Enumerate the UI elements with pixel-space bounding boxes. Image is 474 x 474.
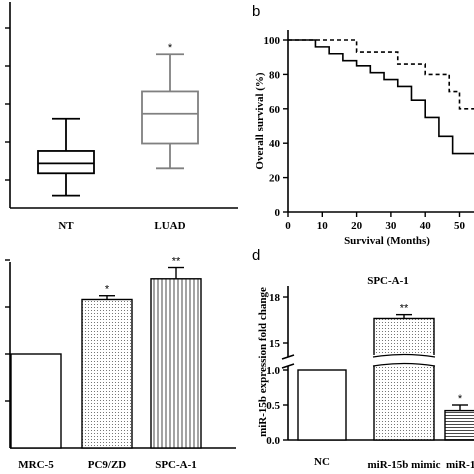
panel-b-x-tick-label: 40	[420, 220, 432, 232]
panel-b-x-tick-label: 0	[285, 220, 291, 232]
bar	[373, 317, 435, 441]
panel-d-x-tick-label: NC	[314, 456, 330, 468]
panel-b-y-tick-label: 20	[269, 173, 281, 185]
bar	[444, 409, 474, 441]
significance-marker: *	[458, 393, 463, 405]
axis-break-wave	[372, 353, 436, 358]
panel-d-y-tick-label: 1.0	[266, 365, 280, 377]
panel-a-x-tick-label: LUAD	[154, 220, 185, 232]
boxplot-box	[141, 90, 199, 145]
survival-curve-solid	[288, 39, 474, 155]
panel-d-y-axis-label: miR-15b expression fold change	[257, 287, 269, 437]
axis-break-gap	[373, 355, 435, 366]
panel-b-x-tick-label: 30	[385, 220, 397, 232]
panel-d-y-tick-label: 0.5	[266, 400, 280, 412]
bar	[81, 298, 133, 449]
panel-b-x-axis-label: Survival (Months)	[344, 235, 430, 247]
significance-marker: **	[172, 256, 181, 268]
panel-d-axis-break-mark	[281, 354, 295, 360]
panel-c-x-tick-label: PC9/ZD	[88, 459, 127, 471]
panel-b-x-tick-label: 10	[317, 220, 329, 232]
panel-b-y-tick-label: 40	[269, 138, 281, 150]
significance-marker: *	[105, 284, 110, 296]
panel-b-y-tick-label: 100	[264, 35, 281, 47]
panel-b-survival: b 0 20 40 60 80 100 0 10 20 30 40 50 Survival (Mont…	[252, 3, 474, 247]
panel-a-x-tick-label: NT	[58, 220, 74, 232]
panel-c-x-tick-label: MRC-5	[18, 459, 54, 471]
significance-marker: *	[168, 42, 173, 54]
panel-b-letter: b	[252, 3, 260, 20]
panel-d-title: SPC-A-1	[367, 275, 409, 287]
panel-d-y-tick-label: 0.0	[266, 435, 280, 447]
panel-d-letter: d	[252, 247, 260, 264]
panel-d-axis-break-mark	[281, 363, 295, 369]
panel-d-y-tick-label: 18	[269, 292, 281, 304]
survival-curve-dashed	[288, 39, 474, 110]
bar	[10, 353, 62, 449]
bar	[150, 278, 202, 449]
boxplot-box	[37, 150, 95, 175]
panel-c-barchart: *** MRC-5 PC9/ZD SPC-A-1	[5, 256, 236, 471]
panel-b-y-tick-label: 80	[269, 69, 281, 81]
panel-d-barchart: d SPC-A-1 miR-15b expression fold change…	[252, 247, 474, 471]
bar	[297, 369, 347, 441]
panel-d-x-tick-label: miR-15b mimic	[367, 459, 440, 471]
panel-b-y-tick-label: 0	[275, 207, 281, 219]
panel-a-boxplot: * NT LUAD	[5, 2, 238, 232]
panel-c-x-tick-label: SPC-A-1	[155, 459, 197, 471]
panel-b-x-tick-label: 50	[454, 220, 466, 232]
panel-b-y-tick-label: 60	[269, 104, 281, 116]
axis-break-wave	[372, 362, 436, 367]
significance-marker: **	[400, 303, 409, 315]
panel-b-x-tick-label: 20	[351, 220, 363, 232]
panel-b-y-axis-label: Overall survival (%)	[254, 72, 266, 169]
panel-d-x-tick-label: miR-15b	[446, 459, 474, 471]
panel-d-y-tick-label: 15	[269, 338, 281, 350]
